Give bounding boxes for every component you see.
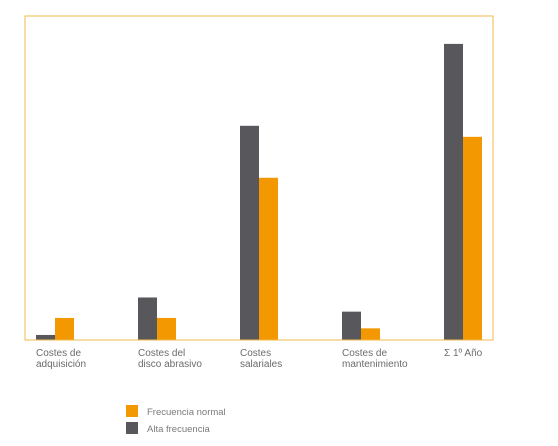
bar-frecuencia-normal-1 (157, 317, 176, 340)
legend: Frecuencia normal Alta frecuencia (126, 405, 226, 435)
bar-frecuencia-normal-4 (463, 136, 482, 340)
x-axis-tick-labels: Costes de adquisición Costes del disco abra… (36, 348, 483, 370)
legend-label-0: Frecuencia normal (147, 407, 226, 418)
bar-alta-frecuencia-2 (240, 125, 259, 340)
x-tick-label-4: Σ 1º Año (444, 348, 483, 359)
bar-alta-frecuencia-3 (342, 311, 361, 340)
x-tick-label-2: Costes salariales (240, 348, 282, 370)
x-tick-label-3: Costes de mantenimiento (342, 348, 408, 370)
bar-frecuencia-normal-0 (55, 317, 74, 340)
x-tick-label-1: Costes del disco abrasivo (138, 348, 202, 370)
legend-swatch-0 (126, 405, 138, 417)
bar-frecuencia-normal-2 (259, 177, 278, 340)
bar-alta-frecuencia-1 (138, 297, 157, 340)
bar-group (25, 43, 493, 341)
bar-frecuencia-normal-3 (361, 328, 380, 340)
x-tick-label-0: Costes de adquisición (36, 348, 86, 370)
legend-label-1: Alta frecuencia (147, 424, 211, 435)
bar-alta-frecuencia-0 (36, 334, 55, 340)
legend-swatch-1 (126, 422, 138, 434)
bar-alta-frecuencia-4 (444, 43, 463, 341)
